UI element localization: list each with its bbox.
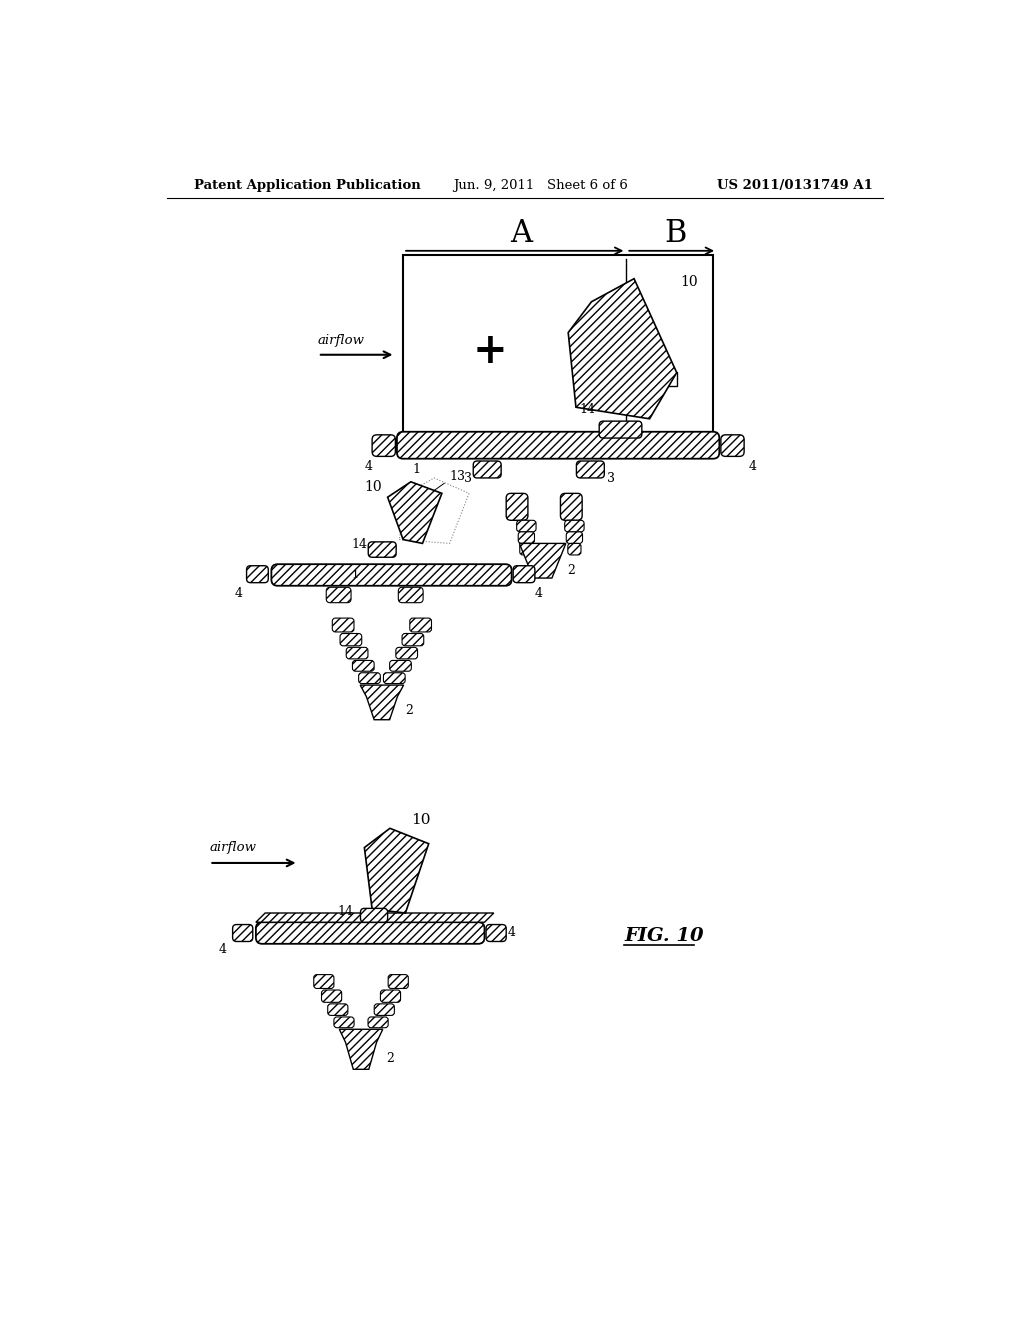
Text: FIG. 10: FIG. 10 xyxy=(624,927,703,945)
FancyBboxPatch shape xyxy=(368,1016,388,1028)
Text: Jun. 9, 2011   Sheet 6 of 6: Jun. 9, 2011 Sheet 6 of 6 xyxy=(454,178,629,191)
Text: airflow: airflow xyxy=(209,841,256,854)
FancyBboxPatch shape xyxy=(568,544,581,554)
Text: 4: 4 xyxy=(535,587,543,601)
Text: 4: 4 xyxy=(749,461,757,474)
Polygon shape xyxy=(360,685,403,719)
Text: B: B xyxy=(665,218,687,248)
Text: 14: 14 xyxy=(580,404,595,416)
FancyBboxPatch shape xyxy=(256,923,484,944)
FancyBboxPatch shape xyxy=(313,974,334,989)
FancyBboxPatch shape xyxy=(334,1016,354,1028)
FancyBboxPatch shape xyxy=(374,1003,394,1015)
Polygon shape xyxy=(365,829,429,913)
FancyBboxPatch shape xyxy=(513,566,535,582)
FancyBboxPatch shape xyxy=(398,587,423,603)
FancyBboxPatch shape xyxy=(721,434,744,457)
Text: airflow: airflow xyxy=(317,334,365,347)
FancyBboxPatch shape xyxy=(518,532,535,544)
Text: 10: 10 xyxy=(681,276,698,289)
Text: 14: 14 xyxy=(337,904,353,917)
FancyBboxPatch shape xyxy=(346,647,368,659)
FancyBboxPatch shape xyxy=(360,908,388,923)
FancyBboxPatch shape xyxy=(517,520,536,532)
FancyBboxPatch shape xyxy=(247,566,268,582)
Text: 3: 3 xyxy=(607,471,615,484)
Bar xyxy=(403,255,713,455)
FancyBboxPatch shape xyxy=(340,634,361,645)
FancyBboxPatch shape xyxy=(388,974,409,989)
Text: 1: 1 xyxy=(352,570,359,579)
FancyBboxPatch shape xyxy=(402,634,424,645)
Text: +: + xyxy=(472,330,507,372)
Text: 14: 14 xyxy=(351,539,368,550)
Polygon shape xyxy=(519,544,566,578)
FancyBboxPatch shape xyxy=(327,587,351,603)
FancyBboxPatch shape xyxy=(232,924,253,941)
Text: US 2011/0131749 A1: US 2011/0131749 A1 xyxy=(717,178,872,191)
Text: 4: 4 xyxy=(508,927,516,939)
FancyBboxPatch shape xyxy=(473,461,501,478)
FancyBboxPatch shape xyxy=(599,421,642,438)
Text: A: A xyxy=(510,218,532,248)
Text: 4: 4 xyxy=(219,942,226,956)
Text: 4: 4 xyxy=(365,461,373,474)
Text: −: − xyxy=(657,372,670,385)
FancyBboxPatch shape xyxy=(396,647,418,659)
Text: 2: 2 xyxy=(386,1052,393,1065)
Text: Patent Application Publication: Patent Application Publication xyxy=(194,178,421,191)
FancyBboxPatch shape xyxy=(352,660,374,671)
Polygon shape xyxy=(339,1030,383,1069)
FancyBboxPatch shape xyxy=(486,924,506,941)
FancyBboxPatch shape xyxy=(410,618,431,632)
Text: 2: 2 xyxy=(406,705,413,717)
FancyBboxPatch shape xyxy=(383,673,406,684)
FancyBboxPatch shape xyxy=(520,544,532,554)
Text: 2: 2 xyxy=(567,564,575,577)
FancyBboxPatch shape xyxy=(369,543,396,557)
Polygon shape xyxy=(256,913,494,923)
FancyBboxPatch shape xyxy=(566,532,583,544)
FancyBboxPatch shape xyxy=(560,494,583,520)
FancyBboxPatch shape xyxy=(564,520,584,532)
Text: 4: 4 xyxy=(234,587,242,601)
FancyBboxPatch shape xyxy=(328,1003,348,1015)
FancyBboxPatch shape xyxy=(390,660,412,671)
FancyBboxPatch shape xyxy=(372,434,395,457)
Text: 10: 10 xyxy=(365,480,382,494)
FancyBboxPatch shape xyxy=(577,461,604,478)
FancyBboxPatch shape xyxy=(333,618,354,632)
FancyBboxPatch shape xyxy=(358,673,380,684)
FancyBboxPatch shape xyxy=(397,432,719,459)
FancyBboxPatch shape xyxy=(381,990,400,1002)
Bar xyxy=(649,372,678,385)
FancyBboxPatch shape xyxy=(271,564,512,586)
Polygon shape xyxy=(568,279,677,418)
Text: 10: 10 xyxy=(411,813,430,828)
Text: 13: 13 xyxy=(450,470,466,483)
FancyBboxPatch shape xyxy=(506,494,528,520)
FancyBboxPatch shape xyxy=(322,990,342,1002)
Text: 1: 1 xyxy=(413,462,421,475)
Text: 3: 3 xyxy=(464,471,472,484)
Polygon shape xyxy=(388,482,442,544)
